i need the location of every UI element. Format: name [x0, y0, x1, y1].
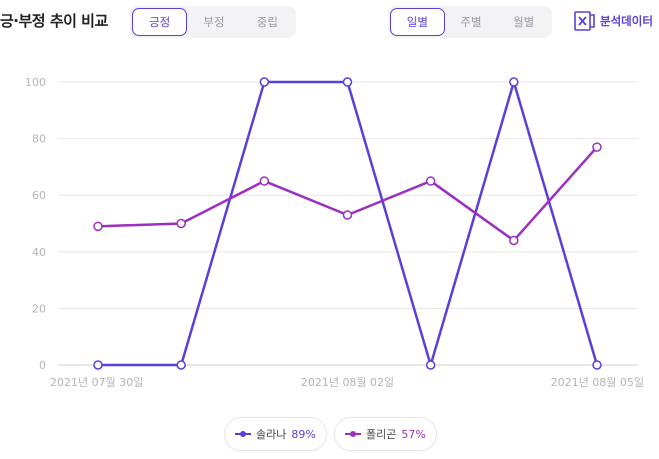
y-tick-label: 60: [32, 189, 46, 202]
series-line-1: [97, 146, 598, 242]
data-point-1: [509, 235, 519, 246]
y-tick-label: 40: [32, 246, 46, 259]
data-point-1: [176, 218, 186, 229]
analysis-data-button[interactable]: 분석데이터: [574, 10, 653, 32]
data-point-0: [93, 360, 103, 370]
tab-weekly[interactable]: 주별: [460, 15, 482, 29]
excel-icon: [574, 11, 595, 31]
tab-neutral[interactable]: 중립: [256, 15, 278, 29]
data-point-1: [93, 221, 103, 232]
x-tick-label: 2021년 08월 02일: [301, 375, 394, 389]
period-tab-group: 일별 주별 월별: [388, 6, 552, 38]
tab-positive[interactable]: 긍정: [132, 8, 188, 36]
x-tick-label: 2021년 07월 30일: [50, 375, 143, 389]
legend-polygon-name: 폴리곤: [366, 428, 397, 441]
data-point-0: [425, 360, 436, 370]
y-tick-label: 80: [32, 133, 46, 146]
page-title: 긍·부정 추이 비교: [0, 12, 108, 30]
data-point-1: [425, 176, 436, 186]
data-point-1: [259, 176, 270, 186]
x-tick-label: 2021년 08월 05일: [551, 375, 644, 389]
legend-solana-percent: 89%: [291, 427, 316, 441]
y-tick-label: 100: [25, 76, 46, 89]
data-point-1: [342, 210, 353, 220]
y-tick-label: 0: [39, 359, 46, 372]
sentiment-trend-chart: 0 20 40 60 80 100 2021년 07월 30일 2021년 08월 02일 20…: [25, 76, 644, 389]
data-point-0: [592, 360, 602, 370]
data-point-0: [259, 77, 270, 87]
data-point-1: [592, 142, 602, 152]
sentiment-tab-group: 긍정 부정 중립: [130, 6, 296, 38]
legend-polygon-marker: [345, 429, 361, 439]
legend-solana-name: 솔라나: [256, 428, 287, 441]
tab-negative[interactable]: 부정: [203, 15, 225, 29]
tab-monthly[interactable]: 월별: [513, 15, 535, 29]
y-tick-label: 20: [32, 302, 46, 315]
data-point-0: [509, 77, 519, 87]
legend-polygon-percent: 57%: [401, 427, 426, 441]
legend-item-polygon[interactable]: 폴리곤 57%: [334, 417, 437, 451]
tab-daily[interactable]: 일별: [390, 8, 445, 36]
legend-solana-marker: [235, 429, 251, 439]
data-point-0: [176, 360, 186, 370]
analysis-data-label: 분석데이터: [600, 14, 653, 28]
data-point-0: [342, 77, 353, 87]
legend-item-solana[interactable]: 솔라나 89%: [224, 417, 327, 451]
